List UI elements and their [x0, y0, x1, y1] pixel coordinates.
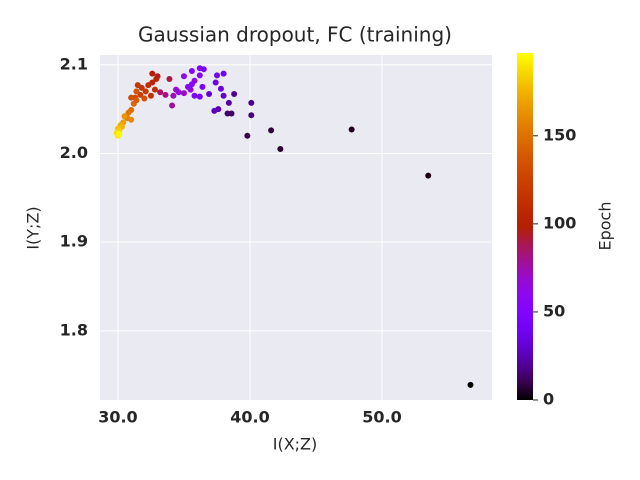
scatter-point [220, 70, 227, 77]
scatter-point [153, 75, 160, 82]
scatter-point [180, 90, 187, 97]
scatter-point [244, 132, 251, 139]
scatter-point [196, 65, 203, 72]
x-tick-label: 50.0 [362, 408, 401, 427]
scatter-point [248, 112, 255, 119]
scatter-point [125, 109, 132, 116]
scatter-point [180, 73, 187, 80]
colorbar-tick-label: 150 [543, 125, 576, 144]
y-tick-label: 1.8 [60, 320, 88, 339]
scatter-point [187, 86, 194, 93]
scatter-point [147, 92, 154, 99]
scatter-point [206, 91, 213, 98]
colorbar-tick-label: 100 [543, 213, 576, 232]
scatter-point [213, 72, 220, 79]
scatter-point [268, 127, 275, 134]
y-tick-label: 2.1 [60, 54, 88, 73]
scatter-point [196, 93, 203, 100]
y-tick-label: 2.0 [60, 143, 88, 162]
x-tick-label: 30.0 [98, 408, 137, 427]
scatter-point [121, 113, 128, 120]
colorbar-tick-label: 50 [543, 301, 565, 320]
scatter-point [173, 86, 180, 93]
x-tick-label: 40.0 [230, 408, 269, 427]
colorbar-label: Epoch [596, 202, 615, 251]
chart-title: Gaussian dropout, FC (training) [138, 23, 452, 47]
scatter-point [162, 91, 169, 98]
scatter-point [225, 99, 232, 106]
scatter-point [224, 110, 231, 117]
scatter-point [169, 102, 176, 109]
scatter-point [191, 77, 198, 84]
scatter-point [137, 91, 144, 98]
scatter-point [425, 172, 432, 179]
scatter-point [231, 91, 238, 98]
scatter-point [145, 82, 152, 89]
scatter-point [220, 92, 227, 99]
scatter-point [199, 83, 206, 90]
scatter-point [130, 100, 137, 107]
scatter-point [217, 85, 224, 92]
scatter-point [191, 92, 198, 99]
scatter-point [196, 72, 203, 79]
y-tick-label: 1.9 [60, 232, 88, 251]
scatter-point [142, 88, 149, 95]
scatter-point [133, 88, 140, 95]
scatter-point [141, 95, 148, 102]
scatter-point [348, 126, 355, 133]
plot-area [100, 55, 492, 400]
colorbar-tick-label: 0 [543, 390, 554, 409]
colorbar [517, 53, 533, 400]
scatter-point [277, 146, 284, 153]
y-axis-label: I(Y;Z) [24, 206, 43, 249]
scatter-point [128, 94, 135, 101]
scatter-point [170, 92, 177, 99]
scatter-point [128, 116, 135, 123]
scatter-point [188, 67, 195, 74]
scatter-point [134, 82, 141, 89]
scatter-point [248, 99, 255, 106]
scatter-point [467, 381, 474, 388]
scatter-point [149, 70, 156, 77]
scatter-point [151, 86, 158, 93]
x-axis-label: I(X;Z) [273, 435, 318, 454]
scatter-point [211, 107, 218, 114]
scatter-point [157, 89, 164, 96]
scatter-point [116, 130, 123, 137]
scatter-point [166, 75, 173, 82]
scatter-point [212, 79, 219, 86]
